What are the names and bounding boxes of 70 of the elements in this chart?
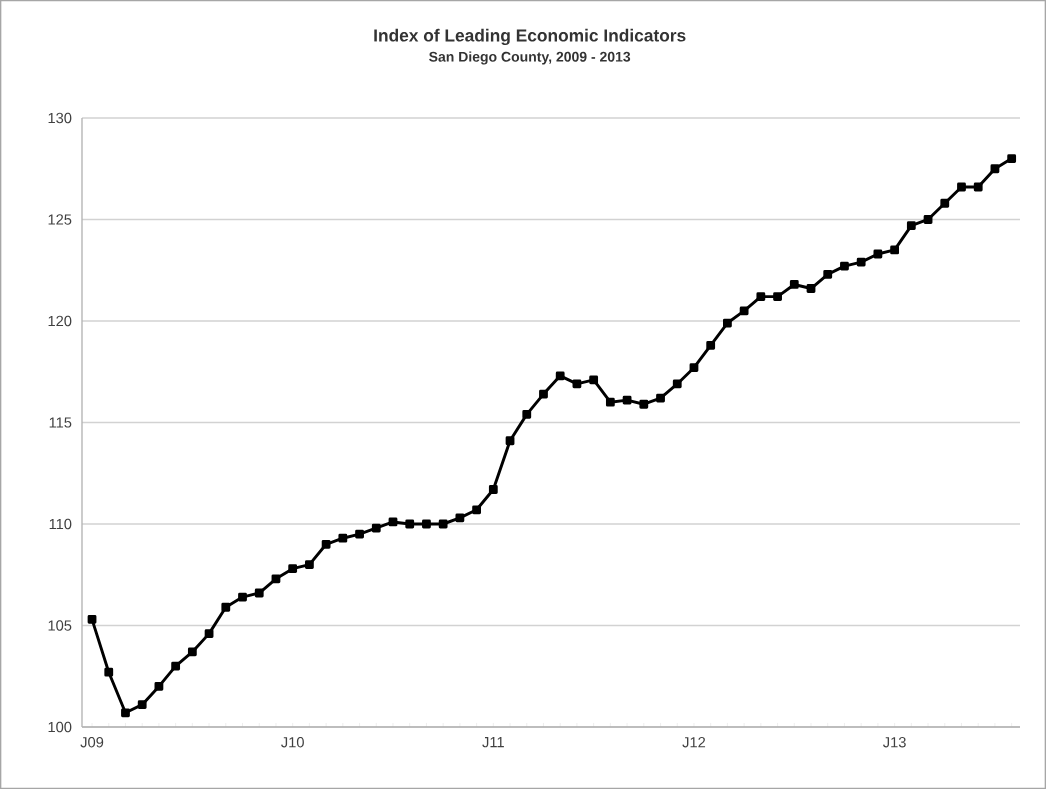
point xyxy=(87,615,97,624)
point xyxy=(438,519,448,529)
point xyxy=(505,436,515,446)
point xyxy=(121,708,130,718)
point xyxy=(555,371,565,381)
point xyxy=(355,529,364,539)
point xyxy=(422,519,431,529)
point xyxy=(271,574,281,584)
point xyxy=(1007,154,1017,163)
y-tick-label: 105 xyxy=(48,620,72,631)
point xyxy=(723,318,732,328)
x-tick-label: J11 xyxy=(482,737,504,748)
point xyxy=(823,269,833,279)
y-tick-label: 125 xyxy=(48,214,72,225)
point xyxy=(906,221,916,230)
point xyxy=(940,198,950,208)
point xyxy=(472,505,482,515)
point xyxy=(706,340,716,350)
y-tick-label: 120 xyxy=(48,315,72,327)
point xyxy=(572,379,582,389)
x-tick-label: J13 xyxy=(883,737,906,748)
y-tick-label: 100 xyxy=(48,721,72,733)
point xyxy=(304,560,314,569)
point xyxy=(990,164,1000,174)
point xyxy=(187,647,197,657)
point xyxy=(154,682,164,691)
x-tick-label: J12 xyxy=(682,737,706,748)
point xyxy=(672,379,682,389)
point xyxy=(455,513,465,523)
point xyxy=(622,395,632,405)
point xyxy=(689,363,699,373)
point xyxy=(238,592,247,602)
point xyxy=(739,306,749,316)
y-tick-label: 130 xyxy=(48,112,72,124)
point xyxy=(371,523,381,533)
point xyxy=(840,261,849,271)
point xyxy=(656,393,665,403)
point xyxy=(388,517,398,527)
point xyxy=(756,292,766,302)
point xyxy=(789,280,799,289)
point xyxy=(923,215,933,224)
point xyxy=(288,564,298,574)
point xyxy=(104,667,114,677)
chart-title: Index of Leading Economic Indicators xyxy=(374,28,686,46)
point xyxy=(973,182,983,192)
point xyxy=(890,245,900,255)
point xyxy=(488,485,498,494)
point xyxy=(338,533,348,543)
y-tick-label: 115 xyxy=(49,417,72,428)
point xyxy=(405,519,415,529)
point xyxy=(221,602,231,612)
point xyxy=(806,284,816,293)
point xyxy=(873,249,883,259)
point xyxy=(539,389,548,399)
point xyxy=(589,375,599,385)
point xyxy=(522,409,532,419)
point xyxy=(171,661,181,671)
point xyxy=(254,588,264,598)
chart-subtitle: San Diego County, 2009 - 2013 xyxy=(429,51,631,65)
point xyxy=(957,182,966,192)
point xyxy=(137,700,147,710)
point xyxy=(773,292,782,302)
x-tick-label: J09 xyxy=(80,737,104,748)
point xyxy=(856,257,866,267)
y-tick-label: 110 xyxy=(49,518,72,530)
point xyxy=(321,539,331,549)
x-tick-label: J10 xyxy=(281,737,304,748)
point xyxy=(605,397,615,407)
point xyxy=(204,629,214,639)
point xyxy=(639,399,649,409)
